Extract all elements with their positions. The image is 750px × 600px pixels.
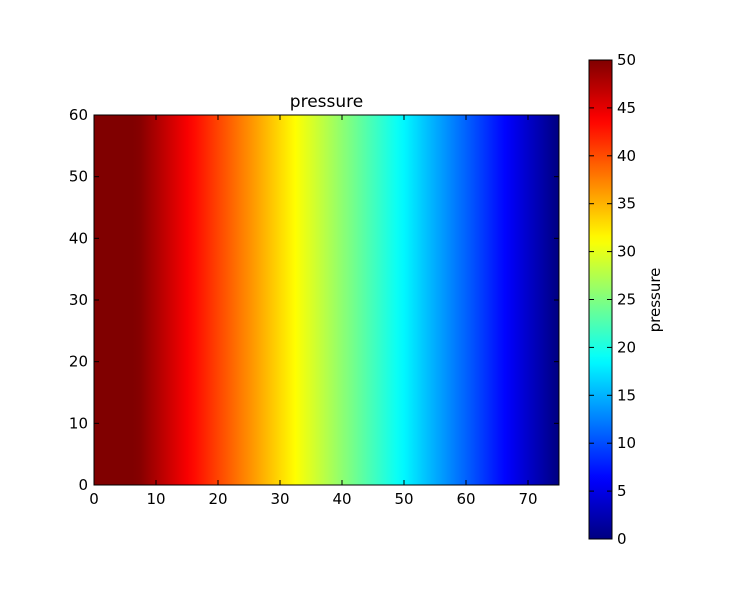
y-tick: 50 bbox=[69, 168, 559, 186]
colorbar-tick-label: 15 bbox=[617, 386, 636, 404]
colorbar-tick-label: 30 bbox=[617, 243, 636, 261]
y-tick-label: 0 bbox=[78, 476, 88, 494]
x-tick-label: 30 bbox=[270, 490, 289, 508]
colorbar: 0 5 10 15 20 25 30 35 40 45 50 pressure bbox=[588, 51, 664, 548]
x-tick: 0 bbox=[89, 115, 99, 508]
colorbar-tick: 50 bbox=[589, 51, 636, 69]
colorbar-label: pressure bbox=[646, 268, 664, 333]
plot-area bbox=[93, 114, 560, 486]
x-tick-label: 60 bbox=[456, 490, 475, 508]
y-tick-label: 50 bbox=[69, 168, 88, 186]
colorbar-tick-label: 20 bbox=[617, 338, 636, 356]
colorbar-tick: 40 bbox=[589, 147, 636, 165]
colorbar-tick: 5 bbox=[589, 482, 627, 500]
x-axis-ticks: 0 10 20 30 40 50 60 70 bbox=[89, 115, 538, 508]
heatmap-field bbox=[94, 115, 559, 485]
y-tick-label: 30 bbox=[69, 291, 88, 309]
colorbar-tick-label: 40 bbox=[617, 147, 636, 165]
y-tick: 0 bbox=[78, 476, 559, 494]
colorbar-tick: 45 bbox=[589, 99, 636, 117]
colorbar-tick-label: 50 bbox=[617, 51, 636, 69]
x-tick: 30 bbox=[270, 115, 290, 508]
x-tick-label: 50 bbox=[394, 490, 413, 508]
colorbar-tick: 20 bbox=[589, 338, 636, 356]
y-tick-label: 60 bbox=[69, 106, 88, 124]
x-tick: 20 bbox=[208, 115, 228, 508]
x-tick-label: 70 bbox=[518, 490, 537, 508]
y-tick-label: 10 bbox=[69, 414, 88, 432]
colorbar-tick-label: 35 bbox=[617, 195, 636, 213]
x-tick: 40 bbox=[332, 115, 352, 508]
x-tick-label: 40 bbox=[332, 490, 351, 508]
x-tick-label: 20 bbox=[208, 490, 227, 508]
y-tick: 20 bbox=[69, 353, 559, 371]
x-tick: 60 bbox=[456, 115, 476, 508]
x-tick: 70 bbox=[518, 115, 538, 508]
x-tick: 10 bbox=[146, 115, 166, 508]
colorbar-tick-label: 5 bbox=[617, 482, 627, 500]
colorbar-tick: 10 bbox=[589, 434, 636, 452]
y-tick-label: 40 bbox=[69, 229, 88, 247]
y-tick: 30 bbox=[69, 291, 559, 309]
colorbar-tick: 15 bbox=[589, 386, 636, 404]
colorbar-tick-label: 45 bbox=[617, 99, 636, 117]
colorbar-tick: 0 bbox=[589, 530, 627, 548]
colorbar-tick: 30 bbox=[589, 243, 636, 261]
colorbar-tick: 35 bbox=[589, 195, 636, 213]
colorbar-gradient bbox=[589, 60, 612, 539]
colorbar-tick-label: 0 bbox=[617, 530, 627, 548]
chart-title: pressure bbox=[290, 92, 363, 112]
colorbar-tick-label: 10 bbox=[617, 434, 636, 452]
y-axis-ticks: 0 10 20 30 40 50 60 bbox=[69, 106, 559, 494]
colorbar-ticks: 0 5 10 15 20 25 30 35 40 45 50 bbox=[589, 51, 636, 548]
colorbar-tick-label: 25 bbox=[617, 291, 636, 309]
y-tick: 10 bbox=[69, 414, 559, 432]
colorbar-tick: 25 bbox=[589, 291, 636, 309]
x-tick-label: 0 bbox=[89, 490, 99, 508]
y-tick: 40 bbox=[69, 229, 559, 247]
y-tick-label: 20 bbox=[69, 353, 88, 371]
y-tick: 60 bbox=[69, 106, 559, 124]
x-tick: 50 bbox=[394, 115, 414, 508]
x-tick-label: 10 bbox=[146, 490, 165, 508]
